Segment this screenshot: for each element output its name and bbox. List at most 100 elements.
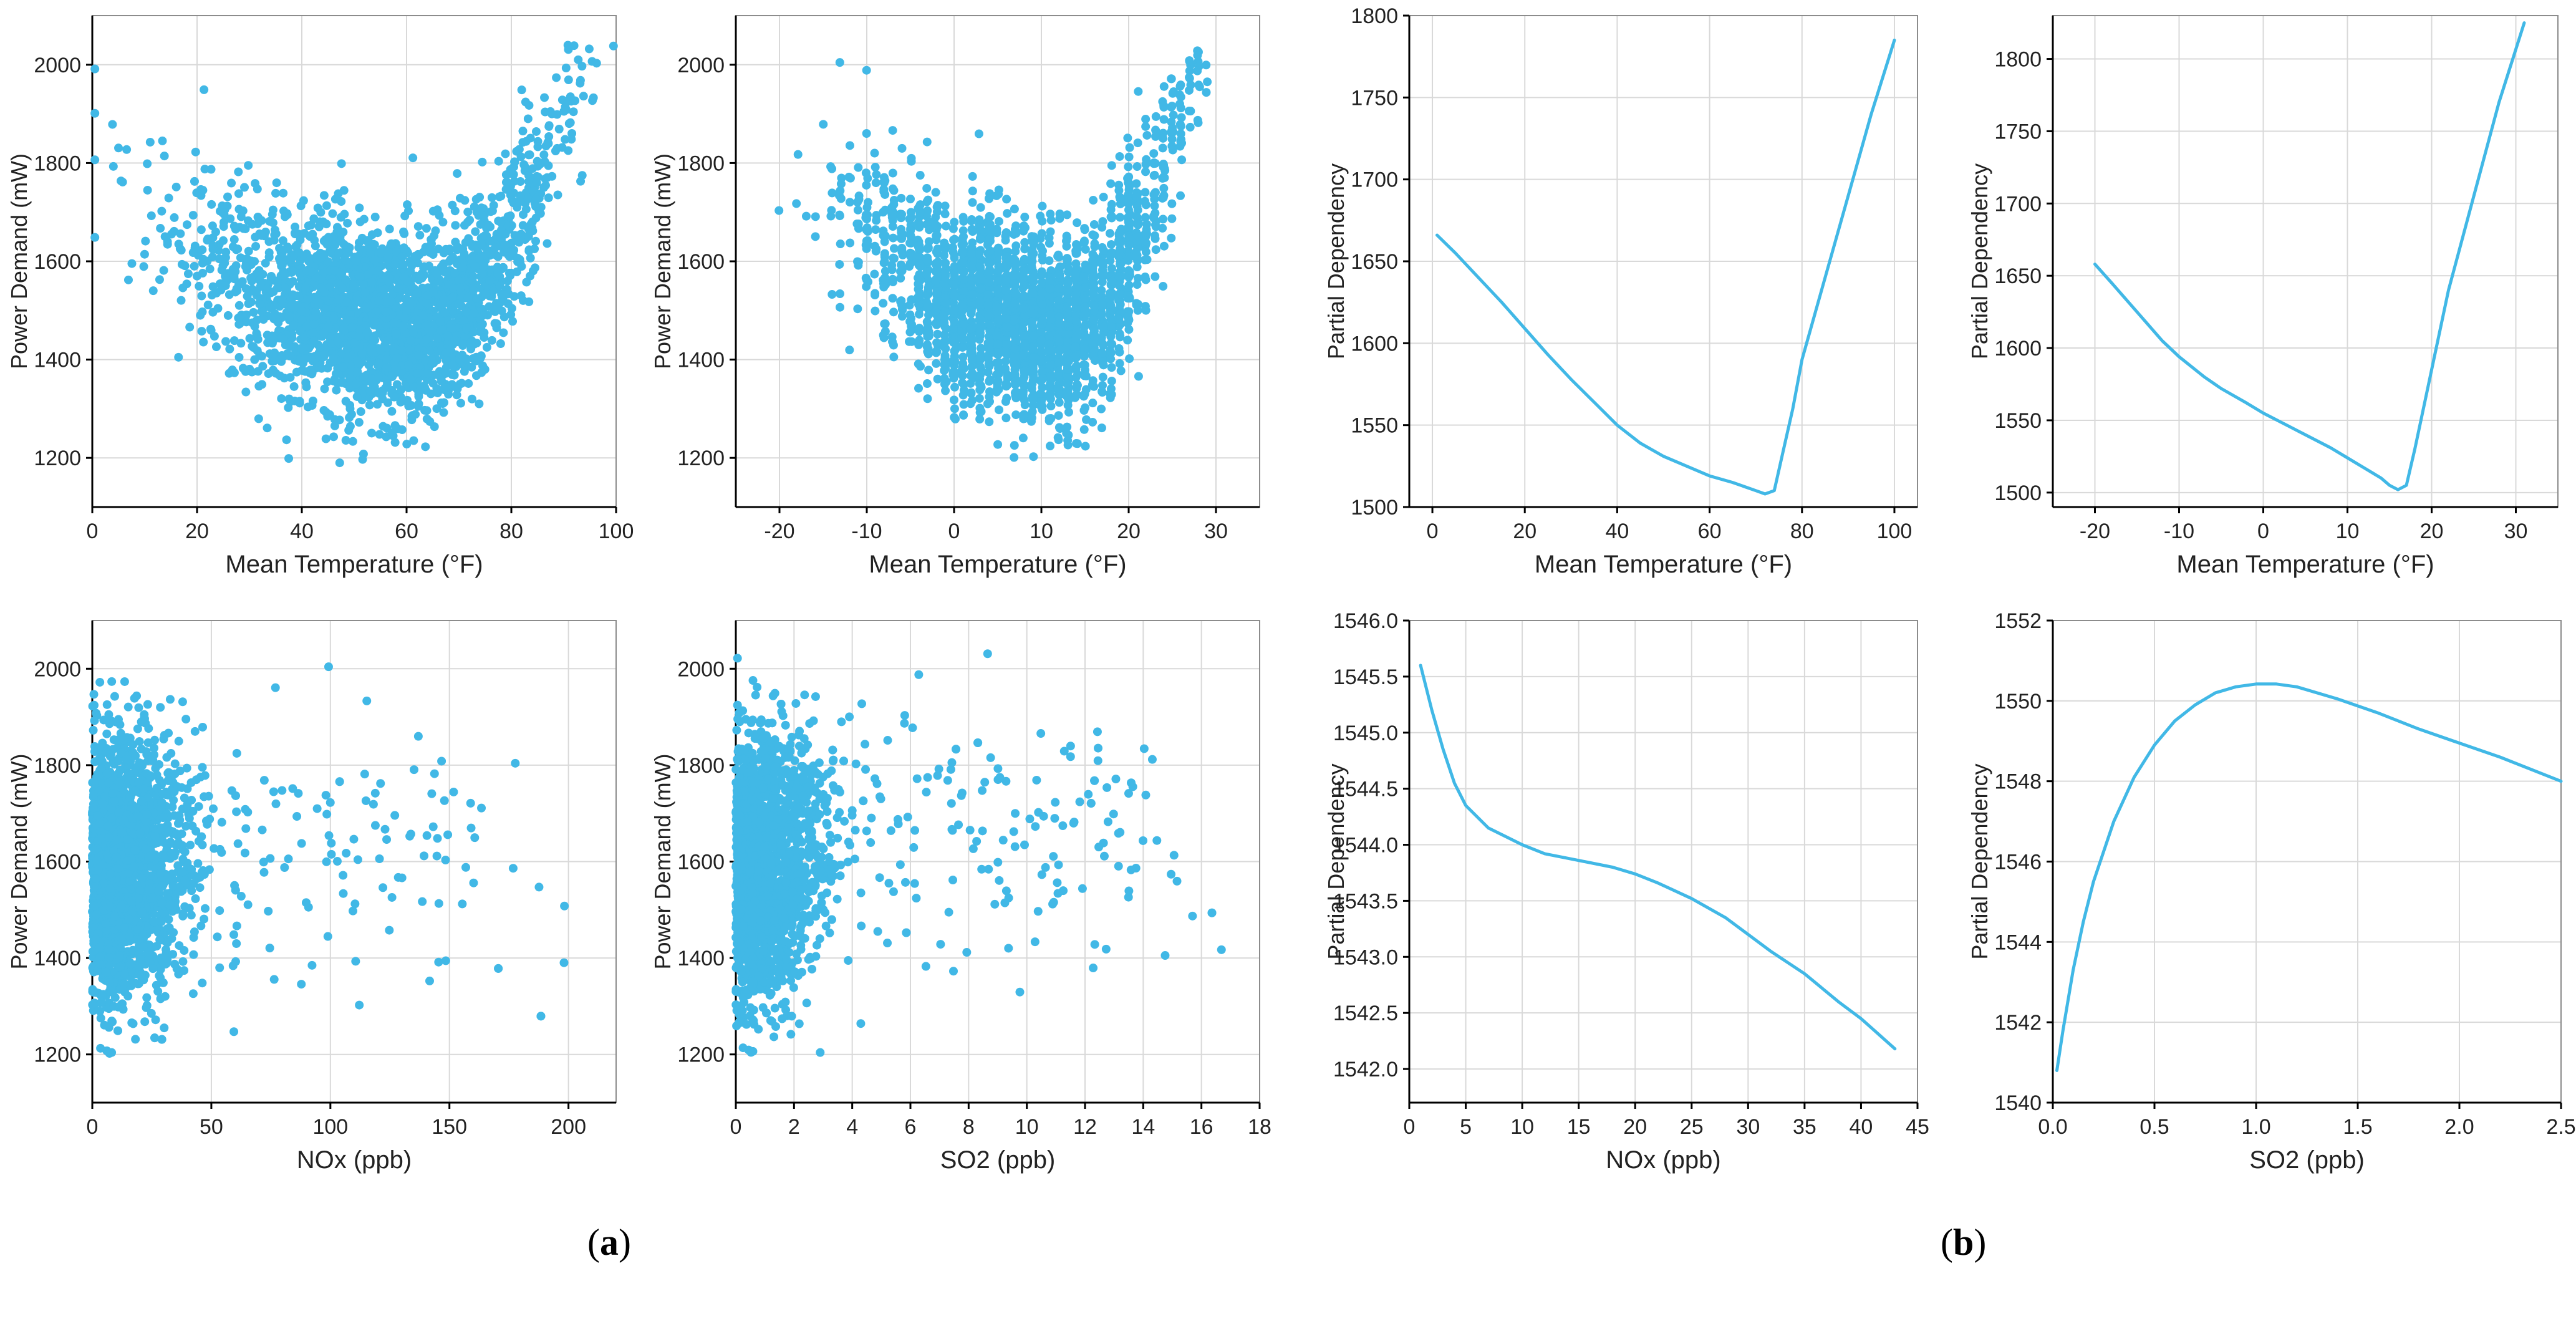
scatter-point	[365, 387, 375, 396]
scatter-point	[1115, 347, 1124, 357]
scatter-point	[494, 157, 503, 166]
scatter-point	[547, 109, 556, 118]
scatter-point	[488, 206, 497, 216]
scatter-point	[1001, 236, 1010, 245]
scatter-point	[984, 278, 993, 287]
scatter-point	[353, 296, 362, 305]
scatter-point	[140, 249, 149, 259]
scatter-point	[950, 347, 959, 356]
scatter-point	[337, 159, 346, 168]
scatter-point	[966, 334, 975, 343]
y-tick-label: 1800	[677, 152, 725, 175]
scatter-point	[897, 301, 907, 310]
scatter-point	[349, 281, 359, 290]
scatter-point	[1010, 441, 1019, 450]
scatter-point	[1001, 228, 1011, 238]
scatter-point	[225, 344, 234, 354]
scatter-point	[352, 356, 362, 365]
scatter-point	[863, 198, 872, 207]
scatter-point	[1141, 115, 1151, 124]
scatter-point	[307, 267, 316, 276]
scatter-point	[835, 58, 844, 67]
scatter-point	[354, 418, 364, 427]
scatter-point	[1107, 390, 1116, 399]
scatter-point	[523, 114, 533, 123]
scatter-point	[286, 342, 296, 351]
scatter-point	[343, 354, 352, 363]
scatter-point	[373, 400, 382, 409]
scatter-point	[351, 257, 360, 266]
scatter-point	[940, 366, 949, 375]
scatter-point	[440, 308, 450, 317]
scatter-point	[458, 339, 467, 349]
scatter-point	[1158, 223, 1167, 233]
scatter-point	[931, 188, 940, 197]
scatter-point	[427, 359, 437, 369]
scatter-point	[122, 145, 132, 154]
scatter-point	[932, 359, 941, 368]
scatter-point	[948, 338, 958, 347]
scatter-point	[975, 270, 984, 279]
scatter-point	[922, 297, 932, 307]
scatter-point	[577, 62, 587, 71]
scatter-point	[531, 236, 541, 246]
x-tick-label: 40	[290, 520, 314, 543]
scatter-point	[254, 414, 263, 423]
scatter-point	[517, 85, 526, 95]
scatter-point	[1159, 282, 1168, 291]
scatter-point	[249, 307, 258, 317]
scatter-point	[1010, 205, 1019, 214]
scatter-point	[257, 231, 266, 240]
y-tick-label: 1800	[34, 152, 81, 175]
scatter-point	[499, 328, 508, 337]
scatter-point	[853, 304, 862, 314]
scatter-point	[428, 379, 438, 388]
scatter-point	[370, 212, 380, 221]
scatter-point	[268, 205, 277, 215]
scatter-point	[1071, 259, 1081, 268]
scatter-point	[255, 299, 264, 309]
scatter-point	[376, 346, 385, 355]
scatter-point	[889, 186, 899, 195]
scatter-point	[387, 296, 396, 306]
scatter-point	[229, 336, 239, 346]
scatter-point	[915, 200, 925, 210]
scatter-point	[871, 225, 880, 234]
scatter-point	[270, 348, 279, 357]
scatter-point	[516, 258, 525, 267]
scatter-point	[888, 277, 897, 286]
scatter-point	[1028, 289, 1038, 298]
scatter-point	[408, 327, 418, 337]
scatter-point	[870, 269, 879, 279]
scatter-point	[242, 310, 251, 319]
scatter-point	[476, 239, 486, 248]
scatter-point	[914, 326, 924, 336]
scatter-point	[241, 367, 250, 376]
scatter-point	[1010, 370, 1019, 379]
scatter-point	[493, 269, 503, 278]
scatter-point	[160, 152, 169, 161]
scatter-point	[1167, 199, 1177, 208]
scatter-point	[196, 311, 205, 320]
scatter-point	[1159, 133, 1168, 143]
scatter-point	[321, 434, 330, 443]
scatter-point	[236, 339, 246, 348]
scatter-point	[234, 189, 243, 198]
scatter-point	[518, 296, 528, 305]
scatter-point	[561, 102, 570, 112]
scatter-point	[441, 244, 451, 254]
scatter-point	[285, 351, 294, 360]
scatter-point	[392, 380, 402, 389]
scatter-point	[968, 186, 977, 196]
scatter-point	[412, 289, 422, 298]
scatter-point	[330, 415, 339, 424]
scatter-point	[975, 352, 985, 362]
scatter-point	[995, 405, 1004, 415]
scatter-point	[338, 284, 347, 293]
scatter-point	[197, 291, 206, 301]
scatter-point	[241, 262, 250, 271]
scatter-point	[90, 109, 100, 118]
scatter-point	[480, 231, 490, 241]
scatter-point	[478, 269, 487, 278]
scatter-point	[155, 275, 164, 284]
